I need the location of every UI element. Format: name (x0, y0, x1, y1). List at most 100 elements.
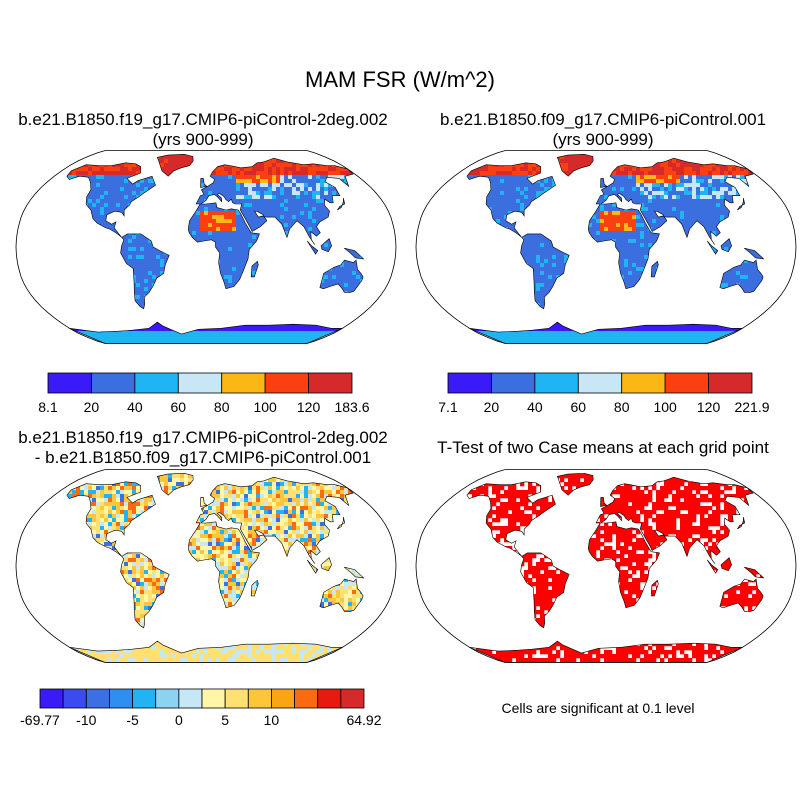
map-cell (416, 151, 420, 155)
map-cell (180, 171, 185, 176)
map-cell (136, 203, 141, 208)
map-cell (92, 279, 97, 284)
map-cell (128, 275, 133, 280)
map-cell (28, 267, 32, 271)
map-cell (364, 315, 368, 319)
map-cell (260, 283, 265, 288)
map-cell (232, 299, 237, 304)
map-cell (16, 171, 20, 175)
map-cell (364, 211, 368, 215)
map-cell (88, 255, 93, 260)
map-cell (116, 339, 121, 344)
map-cell (208, 271, 213, 276)
map-cell (52, 219, 56, 223)
map-cell (208, 339, 213, 344)
map-cell (260, 167, 265, 172)
map-cell (248, 167, 253, 172)
map-cell (344, 191, 349, 196)
map-cell (104, 303, 109, 308)
map-cell (168, 267, 173, 272)
map-cell (104, 251, 109, 256)
map-cell (352, 183, 357, 188)
map-cell (128, 187, 133, 192)
map-cell (264, 275, 269, 280)
map-cell (52, 155, 56, 159)
map-cell (176, 239, 181, 244)
map-cell (472, 147, 476, 151)
map-cell (140, 287, 145, 292)
map-cell (204, 155, 209, 160)
map-cell (384, 231, 388, 235)
map-cell (160, 215, 165, 220)
map-cell (380, 151, 384, 155)
map-cell (244, 259, 249, 264)
map-cell (284, 219, 289, 224)
map-cell (36, 231, 40, 235)
map-cell (284, 283, 289, 288)
map-cell (292, 195, 297, 200)
map-cell (328, 203, 333, 208)
map-cell (88, 343, 93, 344)
map-cell (124, 191, 129, 196)
map-cell (200, 263, 205, 268)
map-cell (376, 235, 380, 239)
map-cell (96, 167, 101, 172)
map-cell (364, 223, 368, 227)
map-cell (224, 315, 229, 320)
map-cell (40, 227, 44, 231)
map-cell (132, 219, 137, 224)
map-cell (100, 339, 105, 344)
map-cell (224, 295, 229, 300)
map-cell (144, 315, 149, 320)
map-cell (212, 339, 217, 344)
map-cell (288, 247, 293, 252)
map-cell (80, 251, 85, 256)
map-cell (28, 287, 32, 291)
map-cell (28, 315, 32, 319)
map-cell (36, 195, 40, 199)
map-cell (136, 235, 141, 240)
map-cell (316, 335, 321, 340)
map-cell (376, 319, 380, 323)
map-cell (228, 303, 233, 308)
map-cell (232, 227, 237, 232)
map-cell (316, 183, 321, 188)
map-cell (236, 311, 241, 316)
map-cell (152, 319, 157, 324)
map-cell (52, 307, 56, 311)
map-cell (204, 267, 209, 272)
map-cell (136, 275, 141, 280)
map-cell (288, 299, 293, 304)
map-cell (144, 251, 149, 256)
map-cell (20, 223, 24, 227)
map-cell (276, 291, 281, 296)
map-cell (80, 283, 85, 288)
map-cell (112, 299, 117, 304)
map-cell (500, 155, 505, 160)
map-cell (292, 179, 297, 184)
map-cell (108, 154, 113, 156)
map-cell (336, 183, 341, 188)
map-cell (120, 283, 125, 288)
map-cell (188, 163, 193, 168)
map-cell (360, 287, 364, 292)
map-cell (380, 183, 384, 187)
map-cell (264, 263, 269, 268)
map-cell (176, 267, 181, 272)
map-cell (388, 179, 392, 183)
map-cell (72, 263, 77, 268)
map-cell (208, 163, 213, 168)
map-cell (340, 167, 345, 172)
map-cell (88, 279, 93, 284)
map-cell (320, 283, 325, 288)
map-cell (176, 215, 181, 220)
map-cell (272, 243, 277, 248)
map-cell (360, 231, 364, 236)
map-cell (140, 239, 145, 244)
map-cell (320, 203, 325, 208)
map-cell (68, 227, 73, 232)
map-cell (128, 155, 133, 160)
map-cell (140, 331, 145, 336)
map-cell (148, 263, 153, 268)
map-cell (20, 327, 24, 331)
